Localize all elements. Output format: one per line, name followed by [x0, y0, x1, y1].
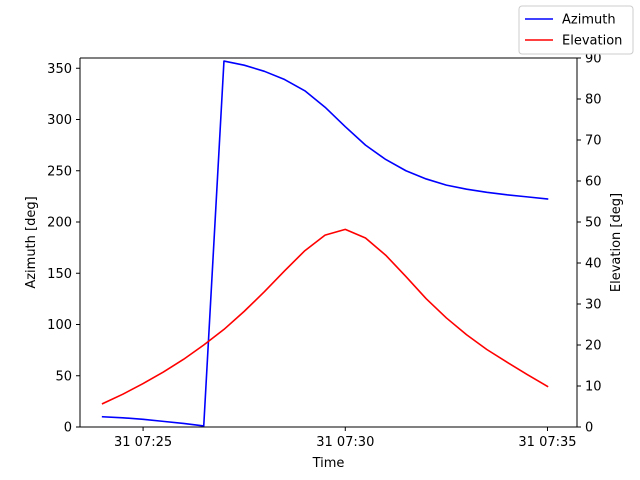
- x-tick-label: 31 07:25: [114, 435, 172, 450]
- series-line-azimuth: [101, 60, 549, 427]
- right-y-tick-label: 0: [585, 421, 593, 436]
- right-y-tick-label: 30: [585, 298, 602, 313]
- left-y-axis-label: Azimuth [deg]: [24, 196, 39, 288]
- right-y-tick-label: 70: [585, 134, 602, 149]
- left-y-tick-label: 250: [47, 164, 72, 179]
- series-line-elevation: [101, 228, 549, 405]
- left-y-tick-label: 350: [47, 62, 72, 77]
- left-y-tick-label: 0: [64, 421, 72, 436]
- left-y-tick-label: 50: [55, 369, 72, 384]
- right-y-tick-label: 40: [585, 257, 602, 272]
- right-y-axis-label: Elevation [deg]: [609, 193, 624, 292]
- legend-box: [518, 5, 634, 55]
- legend-label-azimuth: Azimuth: [562, 13, 616, 28]
- right-y-tick-label: 10: [585, 380, 602, 395]
- left-y-tick-label: 200: [47, 216, 72, 231]
- right-y-tick-label: 60: [585, 175, 602, 190]
- left-y-tick-label: 150: [47, 267, 72, 282]
- left-y-tick-label: 300: [47, 113, 72, 128]
- right-y-tick-label: 80: [585, 93, 602, 108]
- x-axis-label: Time: [312, 456, 345, 471]
- legend: Azimuth Elevation: [518, 5, 634, 55]
- left-y-tick-label: 100: [47, 318, 72, 333]
- right-y-tick-label: 50: [585, 216, 602, 231]
- legend-label-elevation: Elevation: [562, 34, 622, 49]
- series-layer: [101, 60, 549, 427]
- x-tick-label: 31 07:35: [518, 435, 576, 450]
- right-y-tick-label: 20: [585, 339, 602, 354]
- axes-layer: 31 07:25 31 07:30 31 07:350501001502002503…: [24, 52, 624, 472]
- right-y-tick-label: 90: [585, 52, 602, 67]
- x-tick-label: 31 07:30: [316, 435, 374, 450]
